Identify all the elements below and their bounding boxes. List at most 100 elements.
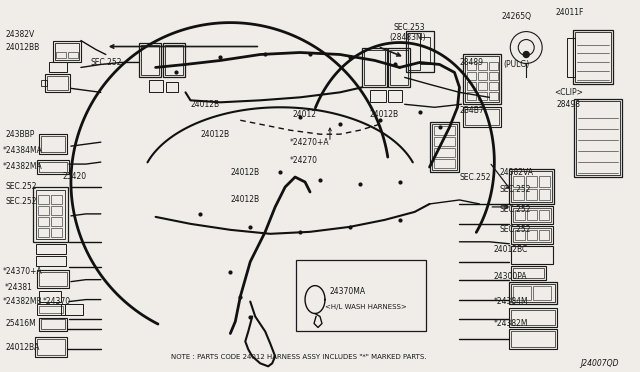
Bar xyxy=(490,92,499,100)
Bar xyxy=(539,210,549,220)
Text: 24012BC: 24012BC xyxy=(493,245,527,254)
Bar xyxy=(51,217,62,226)
Text: 24012BA: 24012BA xyxy=(5,343,40,352)
Text: (PULG): (PULG) xyxy=(503,60,529,69)
Bar xyxy=(490,62,499,70)
Bar xyxy=(539,176,550,187)
Bar xyxy=(463,54,501,104)
Bar xyxy=(467,92,476,100)
Text: SEC.252: SEC.252 xyxy=(499,205,531,214)
Bar xyxy=(388,90,402,102)
Text: *24382MA: *24382MA xyxy=(3,161,43,171)
Bar xyxy=(61,304,83,314)
Text: 24012B: 24012B xyxy=(191,100,220,109)
Bar xyxy=(479,92,488,100)
Bar xyxy=(539,189,550,200)
Bar xyxy=(467,62,476,70)
Text: 24012B: 24012B xyxy=(230,167,259,177)
Text: 28489: 28489 xyxy=(460,58,483,67)
Bar xyxy=(33,187,68,242)
Bar xyxy=(479,62,488,70)
Bar xyxy=(515,230,525,240)
Bar xyxy=(51,206,62,215)
Bar xyxy=(39,305,63,312)
Bar xyxy=(364,49,385,86)
Text: SEC.252: SEC.252 xyxy=(499,186,531,195)
Text: 24012: 24012 xyxy=(292,110,316,119)
Bar xyxy=(511,283,555,302)
Bar xyxy=(35,337,67,357)
Text: SEC.252: SEC.252 xyxy=(5,183,36,192)
Bar xyxy=(467,82,476,90)
Bar xyxy=(37,270,69,288)
Bar xyxy=(56,51,66,58)
Text: *24382M: *24382M xyxy=(493,319,528,328)
Bar xyxy=(567,38,575,77)
Text: 243BBP: 243BBP xyxy=(5,130,35,139)
Bar xyxy=(463,107,501,127)
Bar xyxy=(527,230,537,240)
Bar xyxy=(370,90,386,102)
Bar xyxy=(467,73,476,80)
Text: 25416M: 25416M xyxy=(5,319,36,328)
Bar xyxy=(511,310,555,326)
Text: 24382VA: 24382VA xyxy=(499,167,533,177)
Bar xyxy=(513,268,544,278)
Bar xyxy=(37,304,65,314)
Bar xyxy=(574,99,622,177)
Bar xyxy=(513,208,551,222)
Bar xyxy=(526,189,537,200)
Bar xyxy=(47,76,68,90)
Bar xyxy=(36,190,65,239)
Bar xyxy=(51,195,62,204)
Text: *24370+A: *24370+A xyxy=(3,267,43,276)
Bar xyxy=(38,228,49,237)
Bar xyxy=(533,286,551,299)
Text: (28483M): (28483M) xyxy=(390,33,426,42)
Bar xyxy=(490,73,499,80)
Bar xyxy=(49,62,67,73)
Bar xyxy=(433,126,456,135)
Text: *24270+A: *24270+A xyxy=(290,138,330,147)
Bar xyxy=(163,42,184,77)
Bar xyxy=(408,33,420,70)
Bar xyxy=(41,320,65,330)
Bar xyxy=(39,272,67,286)
Text: *24384MA: *24384MA xyxy=(3,145,43,155)
Text: NOTE : PARTS CODE 24012 HARNESS ASSY INCLUDES "*" MARKED PARTS.: NOTE : PARTS CODE 24012 HARNESS ASSY INC… xyxy=(171,355,426,360)
Text: *24381: *24381 xyxy=(5,283,33,292)
Bar xyxy=(479,73,488,80)
Bar xyxy=(406,31,433,73)
Bar xyxy=(38,206,49,215)
Bar xyxy=(36,256,66,266)
Text: 24265Q: 24265Q xyxy=(501,12,531,21)
Bar xyxy=(38,195,49,204)
Text: 24382V: 24382V xyxy=(5,30,35,39)
Bar xyxy=(431,124,458,170)
Bar xyxy=(465,109,499,125)
Bar xyxy=(511,331,555,347)
Bar xyxy=(37,160,69,174)
Text: <CLIP>: <CLIP> xyxy=(554,88,583,97)
Text: 24370MA: 24370MA xyxy=(330,287,366,296)
Bar xyxy=(433,148,456,157)
Text: *24382MB: *24382MB xyxy=(3,297,43,306)
Circle shape xyxy=(524,51,529,58)
Text: 24012B: 24012B xyxy=(200,130,230,139)
Bar xyxy=(511,226,553,244)
Text: <H/L WASH HARNESS>: <H/L WASH HARNESS> xyxy=(325,304,407,310)
Text: J24007QD: J24007QD xyxy=(580,359,619,368)
Bar xyxy=(164,45,182,76)
Text: SEC.252: SEC.252 xyxy=(5,198,36,206)
Text: 24012B: 24012B xyxy=(230,195,259,205)
Text: *24384M: *24384M xyxy=(493,297,528,306)
Bar xyxy=(465,57,499,102)
Bar xyxy=(509,282,557,304)
Text: 28498: 28498 xyxy=(556,100,580,109)
Bar xyxy=(362,48,387,87)
Bar xyxy=(53,41,81,62)
Bar xyxy=(166,82,177,92)
Bar xyxy=(139,42,161,77)
Text: SEC.252: SEC.252 xyxy=(499,225,531,234)
Text: SEC.252: SEC.252 xyxy=(460,173,491,182)
